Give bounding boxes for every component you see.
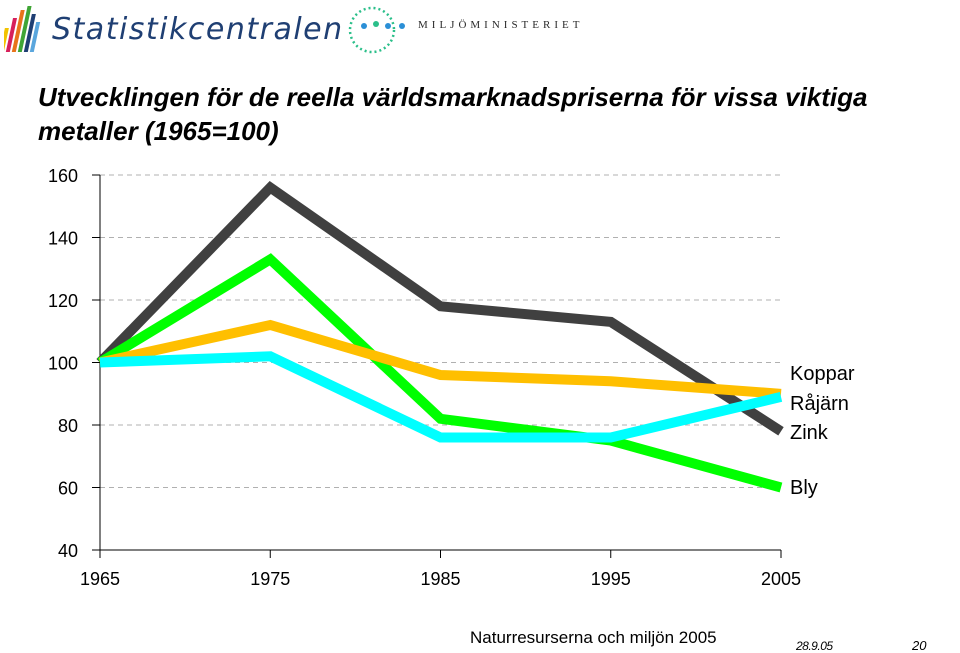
- legend-label-råjärn: Råjärn: [790, 393, 849, 415]
- x-tick-label-1985: 1985: [420, 569, 460, 589]
- y-tick-label-40: 40: [58, 541, 78, 561]
- statistikcentralen-wordmark: Statistikcentralen: [52, 12, 344, 47]
- y-tick-label-160: 160: [48, 166, 78, 186]
- y-tick-label-140: 140: [48, 229, 78, 249]
- series-lines: [96, 180, 784, 493]
- series-line-zink: [98, 319, 782, 399]
- series-line-råjärn: [99, 351, 783, 443]
- series-line-koppar: [96, 180, 784, 436]
- y-tick-label-60: 60: [58, 479, 78, 499]
- miljoministeriet-logo-icon: [348, 6, 405, 54]
- x-tick-label-1965: 1965: [80, 569, 120, 589]
- series-line-bly: [97, 253, 783, 493]
- statistikcentralen-logo-icon: [4, 6, 41, 52]
- header: Statistikcentralen MILJÖMINISTERIET: [0, 0, 960, 60]
- miljoministeriet-wordmark: MILJÖMINISTERIET: [418, 19, 584, 31]
- x-tick-label-2005: 2005: [761, 569, 801, 589]
- chart-title: Utvecklingen för de reella världsmarknad…: [38, 82, 868, 146]
- legend-label-koppar: Koppar: [790, 363, 855, 385]
- legend-label-bly: Bly: [790, 477, 818, 499]
- legend: Koppar Råjärn Zink Bly: [790, 363, 855, 499]
- x-tick-labels: 1965 1975 1985 1995 2005: [80, 569, 801, 589]
- y-tick-label-120: 120: [48, 291, 78, 311]
- y-tick-labels: 40 60 80 100 120 140 160: [48, 166, 78, 561]
- footer-date: 28.9.05: [796, 639, 833, 653]
- legend-label-zink: Zink: [790, 422, 829, 444]
- x-tick-label-1975: 1975: [250, 569, 290, 589]
- x-tick-label-1995: 1995: [591, 569, 631, 589]
- y-tick-label-80: 80: [58, 416, 78, 436]
- footer-source: Naturresurserna och miljön 2005: [470, 628, 717, 647]
- y-tick-label-100: 100: [48, 354, 78, 374]
- page-number: 20: [912, 638, 927, 653]
